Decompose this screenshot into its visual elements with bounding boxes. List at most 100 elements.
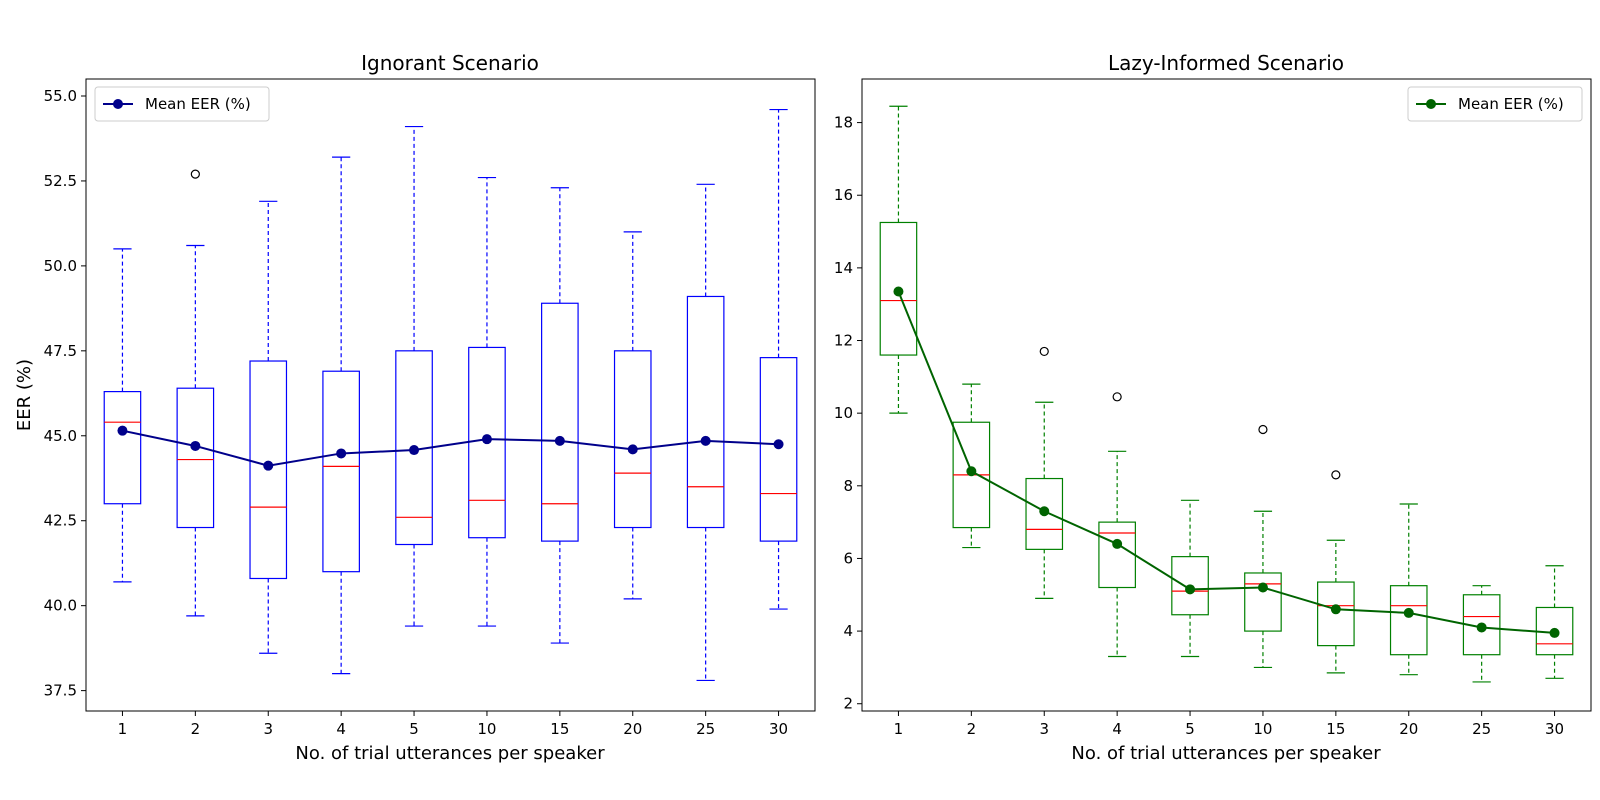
mean-point	[481, 434, 492, 445]
mean-point	[1549, 627, 1560, 638]
outlier-point	[190, 169, 200, 179]
chart-panel-1: Ignorant Scenario No. of trial utterances…	[14, 51, 816, 764]
box-1	[879, 105, 918, 414]
mean-point	[1257, 582, 1268, 593]
iqr-box	[176, 387, 215, 529]
y-tick-label: 16	[834, 186, 853, 204]
legend: Mean EER (%)	[94, 86, 270, 122]
x-axis-label: No. of trial utterances per speaker	[1071, 743, 1381, 764]
box-3	[1025, 346, 1064, 600]
x-tick-label: 20	[623, 720, 642, 738]
mean-point	[190, 440, 201, 451]
mean-point	[700, 435, 711, 446]
legend-marker	[1426, 99, 1436, 109]
outlier-point	[1258, 424, 1268, 435]
x-tick-label: 4	[336, 720, 346, 738]
x-tick-label: 2	[191, 720, 201, 738]
x-tick-label: 3	[1039, 720, 1049, 738]
box-4	[1098, 392, 1136, 658]
iqr-box	[1098, 521, 1136, 589]
mean-point	[1330, 604, 1341, 615]
box-30	[1535, 565, 1574, 679]
iqr-box	[322, 370, 360, 573]
box-2	[176, 169, 215, 617]
outlier-point	[1331, 470, 1341, 480]
box-4	[322, 156, 360, 675]
mean-series-line	[897, 291, 1555, 634]
box-25	[686, 183, 725, 682]
y-tick-label: 8	[843, 477, 853, 495]
iqr-box	[1317, 581, 1355, 647]
legend-box	[1407, 86, 1583, 122]
mean-point	[409, 445, 420, 456]
x-tick-label: 10	[1253, 720, 1272, 738]
iqr-box	[613, 350, 652, 529]
box-30	[759, 108, 798, 610]
mean-point	[554, 435, 565, 446]
legend-box	[94, 86, 270, 122]
y-tick-label: 52.5	[44, 172, 77, 190]
x-axis-label: No. of trial utterances per speaker	[295, 743, 605, 764]
y-tick-label: 18	[834, 114, 853, 132]
axes-frame	[861, 78, 1592, 712]
mean-point	[1112, 538, 1123, 549]
y-tick-label: 47.5	[44, 342, 77, 360]
y-tick-label: 10	[834, 404, 853, 422]
mean-point	[773, 439, 784, 450]
box-20	[613, 231, 652, 600]
x-tick-label: 25	[1472, 720, 1491, 738]
legend-marker	[113, 99, 123, 109]
iqr-box	[759, 357, 798, 542]
y-tick-label: 45.0	[44, 427, 77, 445]
x-tick-label: 5	[1185, 720, 1195, 738]
box-1	[103, 248, 142, 583]
x-tick-label: 15	[1326, 720, 1345, 738]
box-15	[1317, 470, 1355, 674]
y-tick-label: 37.5	[44, 682, 77, 700]
x-tick-label: 2	[967, 720, 977, 738]
iqr-box	[103, 391, 142, 505]
box-10	[1244, 424, 1282, 669]
chart-title: Ignorant Scenario	[361, 51, 539, 75]
mean-point	[336, 448, 347, 459]
box-2	[952, 383, 991, 549]
box-25	[1462, 585, 1501, 683]
y-tick-label: 12	[834, 332, 853, 350]
iqr-box	[1025, 477, 1064, 550]
x-tick-label: 20	[1399, 720, 1418, 738]
x-tick-label: 1	[894, 720, 904, 738]
iqr-box	[1171, 556, 1209, 616]
mean-point	[117, 425, 128, 436]
y-tick-label: 14	[834, 259, 853, 277]
x-tick-label: 4	[1112, 720, 1122, 738]
mean-point	[1403, 607, 1414, 618]
box-3	[249, 200, 288, 654]
axes-frame	[85, 78, 816, 712]
x-tick-label: 10	[477, 720, 496, 738]
y-tick-label: 4	[843, 622, 853, 640]
y-tick-label: 6	[843, 549, 853, 567]
mean-point	[893, 286, 904, 297]
box-10	[468, 176, 506, 627]
iqr-box	[541, 302, 579, 542]
box-5	[395, 125, 433, 627]
box-20	[1389, 503, 1428, 676]
x-tick-label: 25	[696, 720, 715, 738]
x-tick-label: 3	[263, 720, 273, 738]
iqr-box	[686, 295, 725, 529]
y-tick-label: 2	[843, 695, 853, 713]
iqr-box	[1389, 585, 1428, 656]
x-tick-label: 1	[118, 720, 128, 738]
x-tick-label: 15	[550, 720, 569, 738]
outlier-point	[1039, 346, 1049, 357]
chart-panel-2: Lazy-Informed Scenario No. of trial utter…	[834, 51, 1592, 764]
iqr-box	[879, 221, 918, 356]
x-tick-label: 30	[1545, 720, 1564, 738]
box-5	[1171, 499, 1209, 658]
y-tick-label: 42.5	[44, 512, 77, 530]
y-axis-label: EER (%)	[14, 359, 35, 431]
mean-point	[1039, 506, 1050, 517]
iqr-box	[249, 360, 288, 580]
x-tick-label: 30	[769, 720, 788, 738]
